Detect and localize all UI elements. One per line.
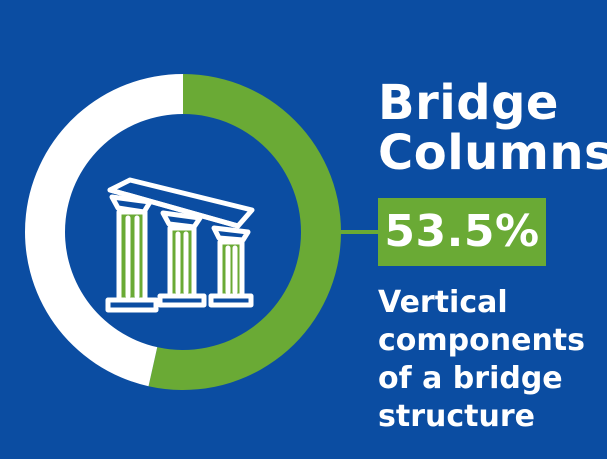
description-line-2: components [378, 323, 585, 358]
description-line-3: of a bridge [378, 361, 563, 396]
description-line-1: Vertical [378, 285, 508, 320]
donut-slices [24, 74, 341, 390]
description: Vertical components of a bridge structur… [378, 284, 607, 436]
bridge-columns-icon [105, 177, 255, 313]
title-line-1: Bridge [378, 75, 559, 131]
chart-title: Bridge Columns [378, 78, 607, 178]
percentage-badge: 53.5% [378, 198, 546, 266]
donut-slice-1 [148, 74, 341, 390]
description-line-4: structure [378, 399, 535, 434]
donut-slice-2 [24, 74, 184, 387]
title-line-2: Columns [378, 125, 607, 181]
